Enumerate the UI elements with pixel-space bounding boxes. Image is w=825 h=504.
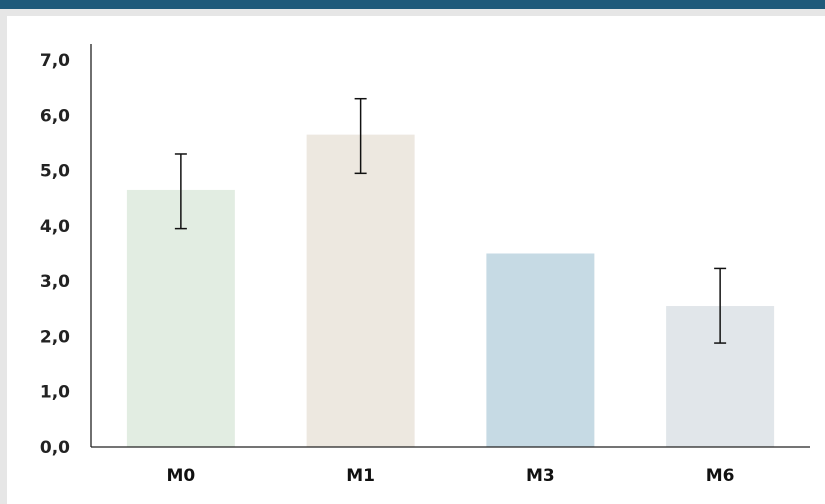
x-tick-label: M3 [526, 466, 555, 486]
bar-m0 [126, 189, 235, 447]
y-tick-labels: 0,0 1,0 2,0 3,0 4,0 5,0 6,0 7,0 [40, 51, 70, 458]
x-tick-label: M1 [346, 466, 375, 486]
y-tick-label: 2,0 [40, 327, 70, 347]
y-tick-label: 7,0 [40, 51, 70, 71]
error-bars-layer [174, 97, 727, 344]
error-bar-m1 [354, 97, 367, 175]
y-tick-label: 1,0 [40, 383, 70, 403]
bar-m3 [486, 253, 595, 447]
y-tick-label: 6,0 [40, 106, 70, 126]
x-tick-labels: M0 M1 M3 M6 [167, 466, 735, 486]
bar-m1 [306, 134, 415, 447]
top-accent-bar [0, 0, 825, 9]
bars-layer [126, 134, 775, 447]
y-tick-label: 0,0 [40, 438, 70, 458]
y-tick-label: 4,0 [40, 217, 70, 237]
error-bar-m0 [174, 153, 187, 230]
y-tick-label: 5,0 [40, 162, 70, 182]
y-tick-label: 3,0 [40, 272, 70, 292]
x-tick-label: M0 [167, 466, 196, 486]
x-tick-label: M6 [706, 466, 735, 486]
error-bar-m6 [714, 267, 727, 344]
